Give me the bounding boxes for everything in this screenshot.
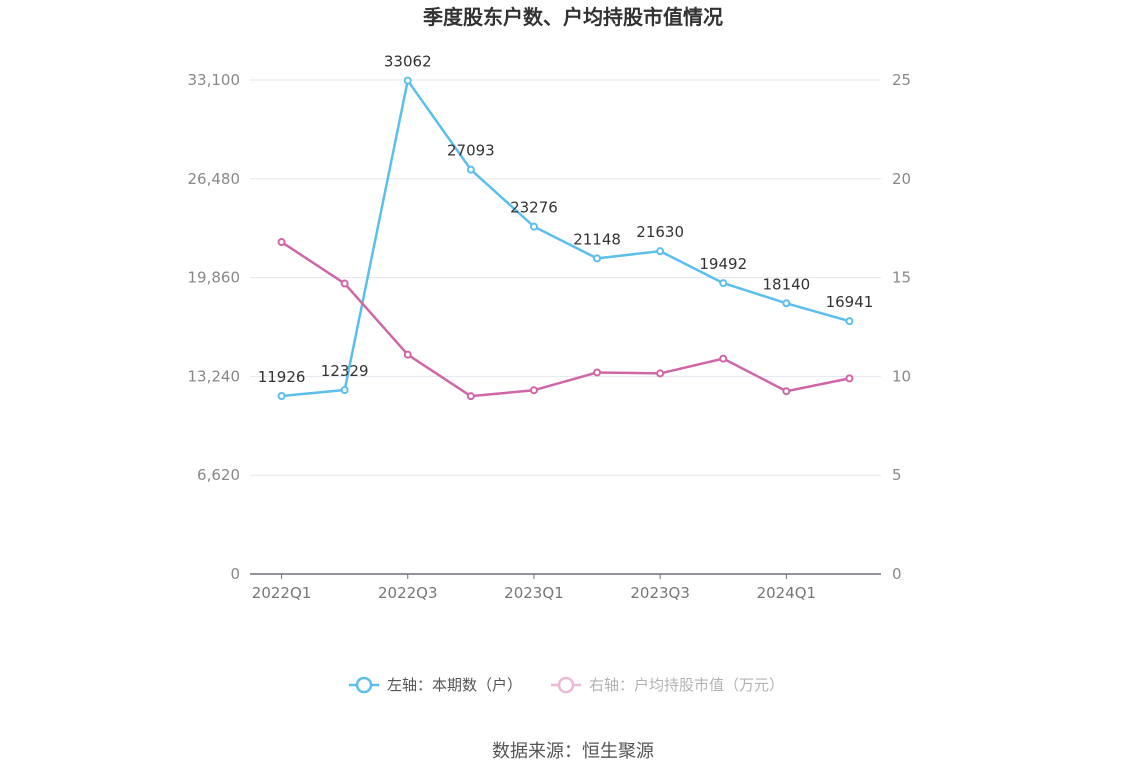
x-tick-label: 2023Q1 <box>504 584 564 602</box>
left-tick-label: 13,240 <box>188 367 241 385</box>
series-line-0 <box>281 79 850 398</box>
x-axis: 2022Q1 2022Q3 2023Q1 2023Q3 2024Q1 <box>250 573 881 602</box>
grid <box>250 79 881 476</box>
series-layer: 11926 12329 33062 27093 23276 21148 21630 19492… <box>258 53 874 401</box>
data-label: 21148 <box>573 230 621 248</box>
data-point[interactable] <box>845 317 854 326</box>
data-point[interactable] <box>529 222 538 231</box>
legend-label: 左轴：本期数（户） <box>387 676 522 694</box>
data-point[interactable] <box>845 374 854 383</box>
data-point[interactable] <box>466 165 475 174</box>
data-label: 27093 <box>447 142 495 160</box>
data-point[interactable] <box>277 238 286 247</box>
data-point[interactable] <box>277 392 286 401</box>
legend-marker <box>355 676 373 694</box>
legend-label: 右轴：户均持股市值（万元） <box>589 676 784 694</box>
left-axis: 0 6,620 13,240 19,860 26,480 33,100 <box>188 71 241 583</box>
legend-marker <box>557 676 575 694</box>
legend-item-0[interactable]: 左轴：本期数（户） <box>349 676 522 694</box>
data-point[interactable] <box>340 385 349 394</box>
right-tick-label: 0 <box>892 565 902 583</box>
legend-item-1[interactable]: 右轴：户均持股市值（万元） <box>551 676 784 694</box>
x-tick-label: 2023Q3 <box>630 584 690 602</box>
data-label: 21630 <box>636 223 684 241</box>
data-label: 18140 <box>762 275 810 293</box>
data-label: 23276 <box>510 199 558 217</box>
data-point[interactable] <box>656 369 665 378</box>
data-point[interactable] <box>403 350 412 359</box>
left-tick-label: 19,860 <box>188 269 241 287</box>
x-tick-label: 2022Q1 <box>252 584 312 602</box>
data-label: 33062 <box>384 53 432 71</box>
data-label: 12329 <box>321 362 369 380</box>
data-point[interactable] <box>529 386 538 395</box>
data-point[interactable] <box>719 354 728 363</box>
data-point[interactable] <box>656 247 665 256</box>
x-tick-label: 2024Q1 <box>757 584 817 602</box>
data-point[interactable] <box>403 76 412 85</box>
data-label: 11926 <box>258 368 306 386</box>
right-tick-label: 25 <box>892 71 911 89</box>
data-point[interactable] <box>340 279 349 288</box>
data-point[interactable] <box>782 299 791 308</box>
right-tick-label: 5 <box>892 466 902 484</box>
left-tick-label: 26,480 <box>188 170 241 188</box>
data-label: 19492 <box>699 255 747 273</box>
data-point[interactable] <box>593 254 602 263</box>
source-text: 数据来源：恒生聚源 <box>492 741 654 762</box>
x-tick-label: 2022Q3 <box>378 584 438 602</box>
chart-title: 季度股东户数、户均持股市值情况 <box>422 5 723 29</box>
right-tick-label: 15 <box>892 269 911 287</box>
data-point[interactable] <box>782 387 791 396</box>
left-tick-label: 0 <box>230 565 240 583</box>
right-tick-label: 10 <box>892 367 911 385</box>
series-line-1 <box>280 240 850 398</box>
right-axis: 0 5 10 15 20 25 <box>892 71 911 583</box>
data-label: 16941 <box>826 293 874 311</box>
data-point[interactable] <box>719 279 728 288</box>
left-tick-label: 33,100 <box>188 71 241 89</box>
data-point[interactable] <box>466 392 475 401</box>
data-point[interactable] <box>593 368 602 377</box>
left-tick-label: 6,620 <box>197 466 240 484</box>
right-tick-label: 20 <box>892 170 911 188</box>
legend[interactable]: 左轴：本期数（户） 右轴：户均持股市值（万元） <box>349 676 784 694</box>
